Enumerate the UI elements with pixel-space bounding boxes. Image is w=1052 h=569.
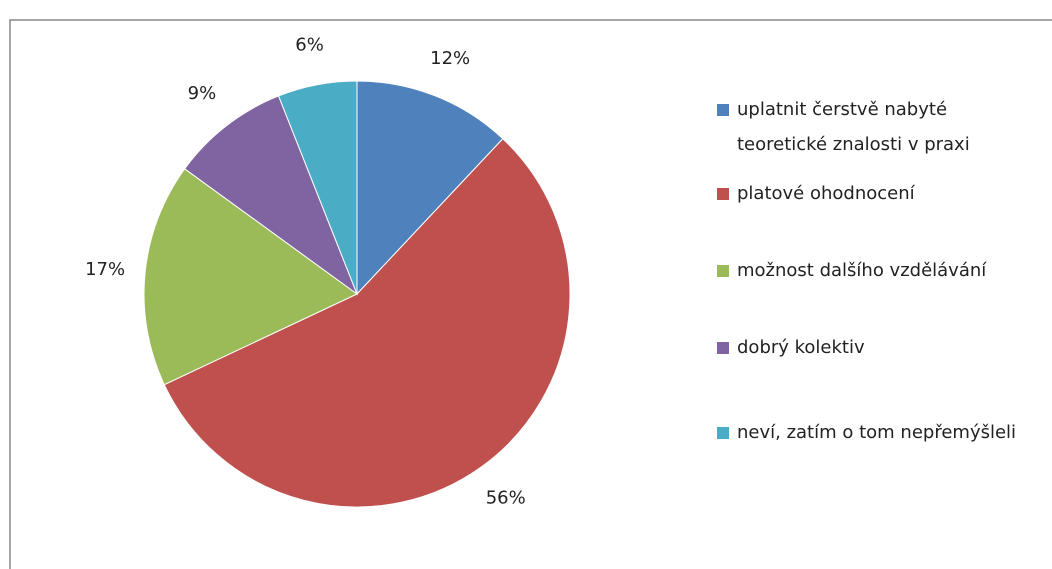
legend-label: uplatnit čerstvě nabyté teoretické znalo… <box>737 99 970 155</box>
pie-slice <box>143 168 358 386</box>
data-label: 9% <box>188 83 217 104</box>
data-label: 17% <box>85 259 125 280</box>
legend-item: dobrý kolektiv <box>717 330 1027 365</box>
legend-swatch <box>717 427 729 439</box>
legend-swatch <box>717 188 729 200</box>
legend-swatch <box>717 342 729 354</box>
legend-label: možnost dalšího vzdělávání <box>737 260 987 281</box>
pie-slice <box>163 138 571 508</box>
legend-item: neví, zatím o tom nepřemýšleli <box>717 415 1027 450</box>
data-label: 56% <box>486 488 526 509</box>
legend-item: platové ohodnocení <box>717 176 1027 211</box>
legend: uplatnit čerstvě nabyté teoretické znalo… <box>717 92 1027 450</box>
legend-label: platové ohodnocení <box>737 183 915 204</box>
data-label: 12% <box>430 48 470 69</box>
legend-item: uplatnit čerstvě nabyté teoretické znalo… <box>717 92 1027 162</box>
pie-slice <box>356 80 504 296</box>
legend-swatch <box>717 104 729 116</box>
legend-swatch <box>717 265 729 277</box>
chart-frame <box>9 19 1052 569</box>
data-label: 6% <box>295 34 324 55</box>
legend-label: dobrý kolektiv <box>737 337 865 358</box>
legend-item: možnost dalšího vzdělávání <box>717 253 1027 288</box>
pie-slice <box>277 80 358 295</box>
legend-label: neví, zatím o tom nepřemýšleli <box>737 422 1017 443</box>
pie-slice <box>183 95 359 296</box>
